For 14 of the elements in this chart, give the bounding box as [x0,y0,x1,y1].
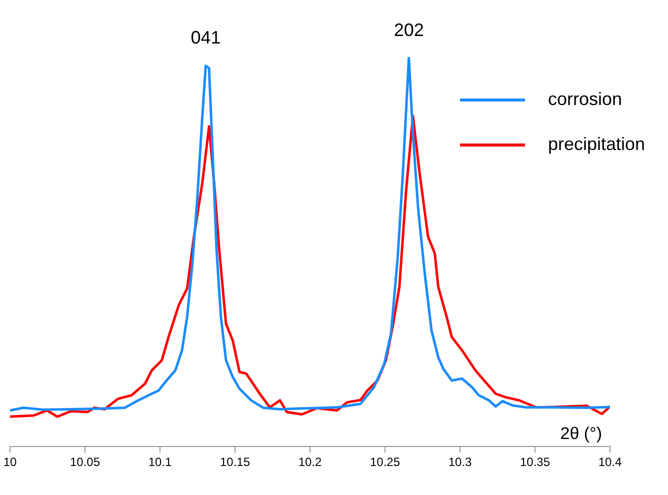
x-tick-label: 10.35 [520,455,550,470]
legend-label: corrosion [548,88,622,109]
x-tick-label: 10.2 [298,455,322,470]
x-tick-label: 10.3 [448,455,472,470]
legend-label: precipitation [548,134,646,154]
x-tick-label: 10.1 [148,455,172,470]
x-tick-label: 10.25 [370,455,400,470]
x-tick-label: 10.4 [598,455,622,470]
annotation: 041 [190,28,221,48]
x-tick-label: 10 [3,455,17,470]
annotation: 202 [394,20,424,40]
x-tick-label: 10.15 [220,455,250,470]
x-tick-label: 10.05 [70,455,100,470]
x-axis-title: 2θ (°) [560,424,602,443]
